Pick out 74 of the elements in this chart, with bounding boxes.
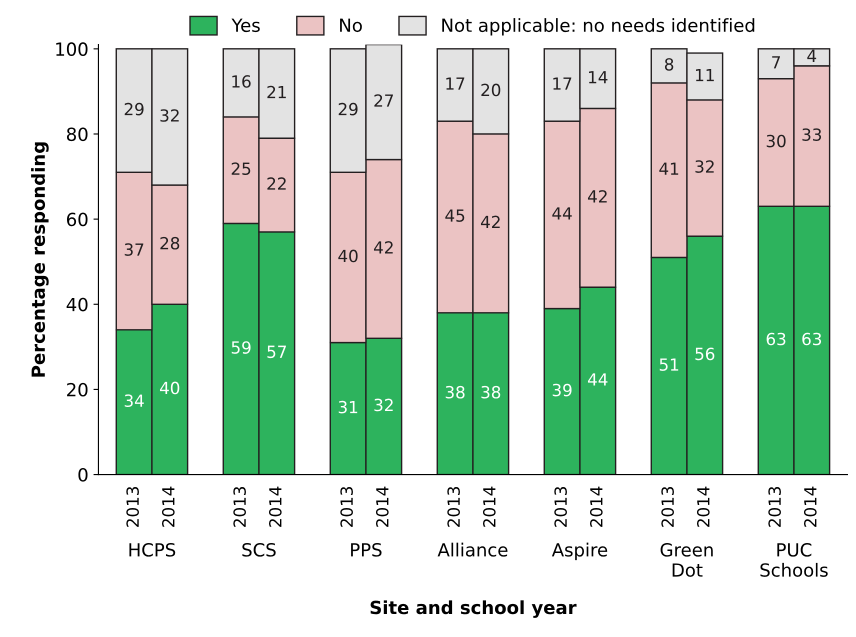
text: HCPS bbox=[129, 543, 176, 557]
y-tick-label: 100 bbox=[56, 42, 88, 56]
data-label: 63 bbox=[802, 332, 822, 346]
data-label: 22 bbox=[267, 177, 286, 190]
data-label: 32 bbox=[695, 160, 714, 173]
data-label: 63 bbox=[766, 332, 786, 346]
data-label: 56 bbox=[695, 348, 714, 360]
data-label: 44 bbox=[552, 207, 572, 220]
data-label: 57 bbox=[267, 346, 286, 358]
data-label: 7 bbox=[772, 56, 780, 68]
data-label: 51 bbox=[660, 358, 678, 371]
x-tick-label: 2014 bbox=[590, 486, 603, 527]
x-tick-label: 2014 bbox=[697, 486, 710, 527]
data-label: 27 bbox=[374, 94, 393, 107]
x-tick-label: 2014 bbox=[162, 486, 175, 527]
legend-label: Not applicable: no needs identified bbox=[442, 18, 754, 36]
x-tick-label: 2013 bbox=[447, 487, 460, 527]
data-label: 33 bbox=[802, 128, 822, 141]
data-label: 40 bbox=[160, 382, 180, 394]
data-label: 11 bbox=[696, 68, 714, 82]
y-tick-label: 40 bbox=[66, 298, 88, 312]
x-tick-label: 2014 bbox=[483, 486, 496, 527]
data-label: 25 bbox=[232, 162, 250, 176]
x-tick-label: 2014 bbox=[804, 486, 817, 527]
data-label: 37 bbox=[124, 243, 144, 256]
text: Aspire bbox=[552, 542, 608, 560]
data-label: 44 bbox=[588, 373, 608, 386]
data-label: 16 bbox=[232, 75, 251, 88]
y-tick-label: 0 bbox=[78, 468, 88, 482]
data-label: 42 bbox=[374, 241, 393, 254]
data-label: 31 bbox=[338, 400, 358, 414]
x-tick-label: 2013 bbox=[661, 487, 674, 527]
text: SCS bbox=[242, 543, 276, 557]
data-label: 14 bbox=[589, 71, 608, 84]
legend-label: Yes bbox=[231, 18, 260, 32]
data-label: 39 bbox=[552, 384, 572, 396]
y-tick-label: 20 bbox=[67, 382, 88, 397]
x-axis-title: Site and school year bbox=[370, 600, 577, 618]
data-label: 40 bbox=[338, 250, 358, 262]
legend-label: No bbox=[340, 18, 362, 32]
data-label: 28 bbox=[160, 236, 180, 250]
data-label: 42 bbox=[480, 216, 500, 228]
y-axis-title: Percentage responding bbox=[31, 142, 49, 377]
data-label: 8 bbox=[664, 58, 674, 71]
text: PUC Schools bbox=[760, 543, 828, 577]
data-label: 34 bbox=[124, 394, 144, 408]
data-label: 20 bbox=[481, 84, 500, 96]
data-label: 29 bbox=[338, 102, 358, 116]
data-label: 32 bbox=[374, 398, 393, 412]
data-label: 59 bbox=[232, 341, 251, 354]
data-label: 32 bbox=[160, 109, 179, 122]
x-tick-label: 2014 bbox=[376, 486, 389, 527]
data-label: 45 bbox=[445, 209, 464, 222]
data-label: 38 bbox=[481, 386, 500, 399]
x-tick-label: 2013 bbox=[768, 487, 781, 527]
y-tick-label: 60 bbox=[67, 212, 88, 226]
text: Green Dot bbox=[660, 543, 713, 577]
data-label: 41 bbox=[659, 162, 678, 175]
x-tick-label: 2013 bbox=[554, 487, 567, 527]
data-label: 21 bbox=[267, 86, 286, 98]
x-tick-label: 2014 bbox=[269, 486, 282, 527]
data-label: 4 bbox=[807, 50, 816, 62]
data-label: 38 bbox=[446, 386, 465, 399]
y-tick-label: 80 bbox=[66, 127, 88, 142]
data-label: 17 bbox=[553, 77, 572, 90]
data-label: 42 bbox=[588, 190, 607, 202]
text: Alliance bbox=[438, 542, 508, 557]
x-tick-label: 2013 bbox=[340, 487, 353, 527]
data-label: 17 bbox=[446, 77, 464, 90]
data-label: 29 bbox=[124, 102, 144, 116]
x-tick-label: 2013 bbox=[126, 487, 139, 527]
text: PPS bbox=[351, 543, 382, 557]
x-tick-label: 2013 bbox=[233, 487, 246, 527]
data-label: 30 bbox=[766, 134, 786, 148]
